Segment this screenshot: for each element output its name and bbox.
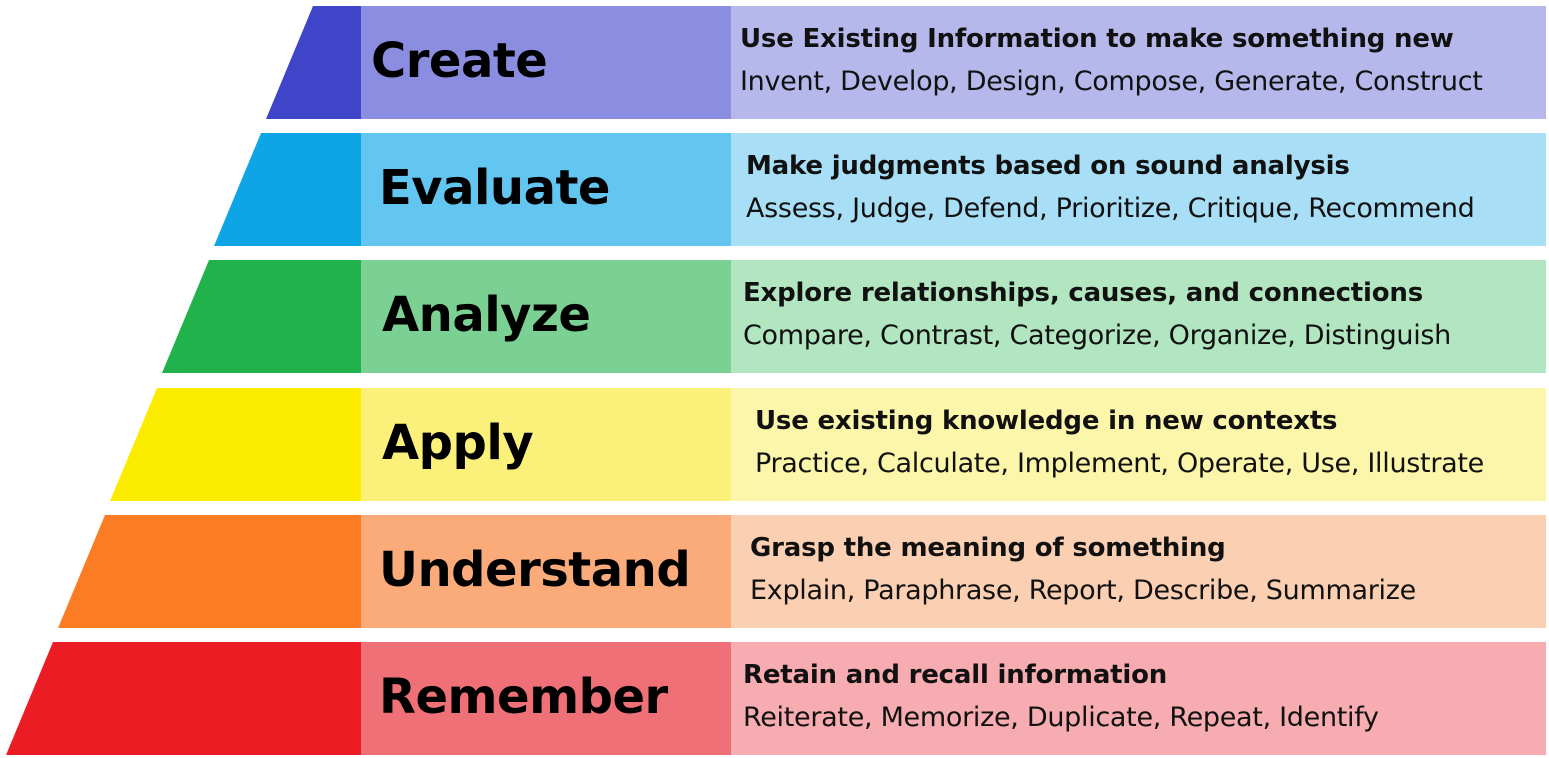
tier-create-definition: Use Existing Information to make somethi… [740, 24, 1454, 54]
tier-apply-wedge [110, 388, 361, 501]
tier-apply-verbs: Practice, Calculate, Implement, Operate,… [755, 448, 1484, 479]
tier-evaluate-label-band [361, 133, 731, 246]
tier-analyze-description-band [731, 260, 1546, 373]
tier-understand-verbs: Explain, Paraphrase, Report, Describe, S… [750, 575, 1416, 606]
tier-evaluate-verbs: Assess, Judge, Defend, Prioritize, Criti… [746, 193, 1475, 224]
tier-evaluate-name: Evaluate [379, 160, 610, 216]
tier-analyze-label-band [361, 260, 731, 373]
tier-remember-name: Remember [379, 669, 668, 725]
tier-create-verbs: Invent, Develop, Design, Compose, Genera… [740, 66, 1483, 97]
tier-create-wedge [266, 6, 361, 119]
tier-remember-verbs: Reiterate, Memorize, Duplicate, Repeat, … [743, 702, 1379, 733]
tier-apply-description-band [731, 388, 1546, 501]
tier-apply-definition: Use existing knowledge in new contexts [755, 406, 1338, 436]
tier-apply-name: Apply [382, 415, 534, 471]
tier-create-name: Create [371, 33, 548, 89]
tier-analyze-definition: Explore relationships, causes, and conne… [743, 278, 1423, 308]
tier-remember-wedge [6, 642, 361, 755]
tier-analyze-name: Analyze [382, 287, 591, 343]
tier-evaluate: Evaluate Make judgments based on sound a… [0, 133, 1549, 246]
tier-analyze-wedge [162, 260, 361, 373]
tier-evaluate-definition: Make judgments based on sound analysis [746, 151, 1350, 181]
tier-remember-label-band [361, 642, 731, 755]
tier-apply: Apply Use existing knowledge in new cont… [0, 388, 1549, 501]
tier-analyze: Analyze Explore relationships, causes, a… [0, 260, 1549, 373]
tier-create: Create Use Existing Information to make … [0, 6, 1549, 119]
tier-evaluate-description-band [731, 133, 1546, 246]
tier-remember: Remember Retain and recall information R… [0, 642, 1549, 755]
tier-remember-description-band [731, 642, 1546, 755]
tier-understand-wedge [58, 515, 361, 628]
tier-apply-label-band [361, 388, 731, 501]
tier-remember-definition: Retain and recall information [743, 660, 1168, 690]
tier-understand-label-band [361, 515, 731, 628]
tier-understand-name: Understand [379, 542, 691, 598]
tier-analyze-verbs: Compare, Contrast, Categorize, Organize,… [743, 320, 1451, 351]
tier-understand-description-band [731, 515, 1546, 628]
tier-create-description-band [731, 6, 1546, 119]
tier-evaluate-wedge [214, 133, 361, 246]
tier-create-label-band [361, 6, 731, 119]
tier-understand-definition: Grasp the meaning of something [750, 533, 1226, 563]
tier-understand: Understand Grasp the meaning of somethin… [0, 515, 1549, 628]
